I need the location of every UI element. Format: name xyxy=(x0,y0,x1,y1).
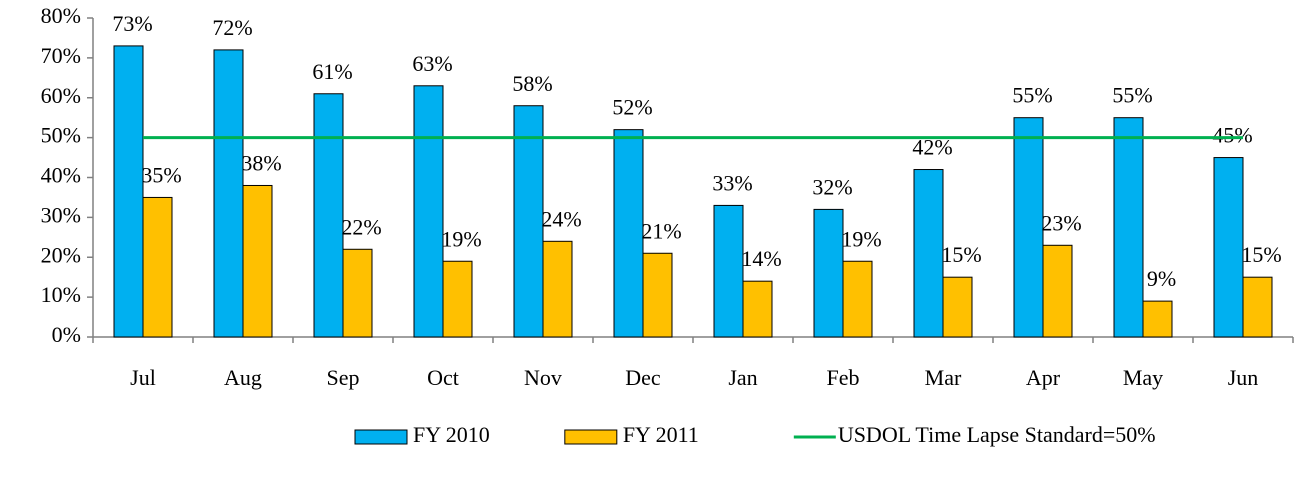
y-tick-label: 10% xyxy=(41,282,81,307)
x-tick-label: Mar xyxy=(925,365,962,390)
value-label: 35% xyxy=(141,162,181,187)
bar xyxy=(542,240,573,338)
x-tick-label: Aug xyxy=(224,365,262,390)
value-label: 15% xyxy=(941,242,981,267)
bar xyxy=(913,169,944,338)
bar xyxy=(242,184,273,338)
value-label: 73% xyxy=(112,11,152,36)
value-label: 19% xyxy=(441,226,481,251)
x-tick-label: May xyxy=(1123,365,1163,390)
legend-label: FY 2011 xyxy=(623,422,699,447)
bar xyxy=(1242,276,1273,338)
y-tick-label: 40% xyxy=(41,163,81,188)
bar xyxy=(742,280,773,338)
value-label: 38% xyxy=(241,151,281,176)
bar xyxy=(513,105,544,338)
bar xyxy=(813,208,844,338)
value-label: 61% xyxy=(312,59,352,84)
bar xyxy=(442,260,473,338)
bar xyxy=(713,204,744,338)
bar xyxy=(113,45,144,338)
value-label: 63% xyxy=(412,51,452,76)
value-label: 45% xyxy=(1212,123,1252,148)
value-label: 58% xyxy=(512,71,552,96)
bar xyxy=(342,248,373,338)
y-tick-label: 30% xyxy=(41,202,81,227)
value-label: 52% xyxy=(612,95,652,120)
value-label: 19% xyxy=(841,226,881,251)
value-label: 9% xyxy=(1147,266,1176,291)
x-tick-label: Jan xyxy=(728,365,757,390)
y-tick-label: 70% xyxy=(41,43,81,68)
x-tick-label: Feb xyxy=(827,365,860,390)
bar xyxy=(1142,300,1173,338)
x-tick-label: Apr xyxy=(1026,365,1061,390)
value-label: 72% xyxy=(212,15,252,40)
value-label: 33% xyxy=(712,170,752,195)
bar xyxy=(413,85,444,338)
y-tick-label: 0% xyxy=(52,322,81,347)
value-label: 15% xyxy=(1241,242,1281,267)
value-label: 55% xyxy=(1112,83,1152,108)
x-tick-label: Nov xyxy=(524,365,562,390)
x-tick-label: Jul xyxy=(130,365,156,390)
bar xyxy=(1213,157,1244,338)
y-tick-label: 60% xyxy=(41,83,81,108)
bar xyxy=(1042,244,1073,338)
value-label: 32% xyxy=(812,174,852,199)
bar xyxy=(313,93,344,338)
value-label: 21% xyxy=(641,218,681,243)
value-label: 24% xyxy=(541,206,581,231)
y-tick-label: 80% xyxy=(41,3,81,28)
x-tick-label: Sep xyxy=(327,365,360,390)
legend-label: FY 2010 xyxy=(413,422,490,447)
bar xyxy=(613,129,644,338)
legend-swatch xyxy=(354,429,408,445)
value-label: 23% xyxy=(1041,210,1081,235)
bar xyxy=(842,260,873,338)
y-tick-label: 20% xyxy=(41,242,81,267)
legend-swatch xyxy=(564,429,618,445)
x-tick-label: Oct xyxy=(427,365,459,390)
x-tick-label: Dec xyxy=(625,365,661,390)
bar xyxy=(1113,117,1144,338)
bar xyxy=(1013,117,1044,338)
x-tick-label: Jun xyxy=(1228,365,1259,390)
bar xyxy=(142,196,173,338)
bar xyxy=(942,276,973,338)
bar xyxy=(642,252,673,338)
bar xyxy=(213,49,244,338)
value-label: 22% xyxy=(341,214,381,239)
y-tick-label: 50% xyxy=(41,123,81,148)
value-label: 55% xyxy=(1012,83,1052,108)
value-label: 14% xyxy=(741,246,781,271)
legend-label: USDOL Time Lapse Standard=50% xyxy=(838,422,1156,447)
